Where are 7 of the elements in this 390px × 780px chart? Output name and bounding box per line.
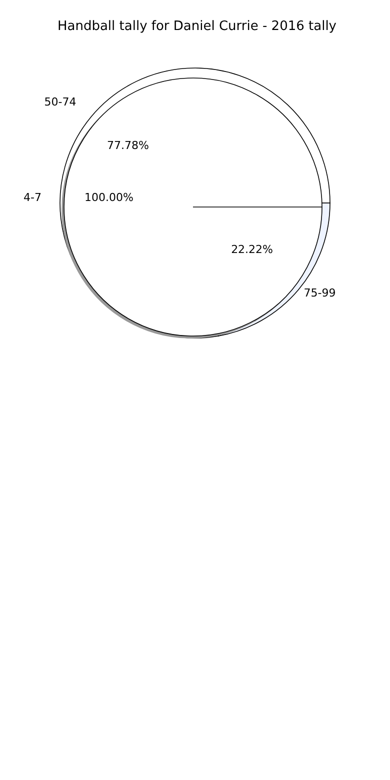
data-label: 22.22%	[231, 243, 274, 256]
slice-label: 4-7	[24, 191, 42, 204]
slice-label: 75-99	[304, 286, 336, 300]
chart-title: Handball tally for Daniel Currie - 2016 tally	[57, 19, 337, 34]
data-label: 100.00%	[84, 191, 134, 204]
data-label: 77.78%	[106, 138, 149, 152]
slice-label: 50-74	[44, 96, 76, 109]
